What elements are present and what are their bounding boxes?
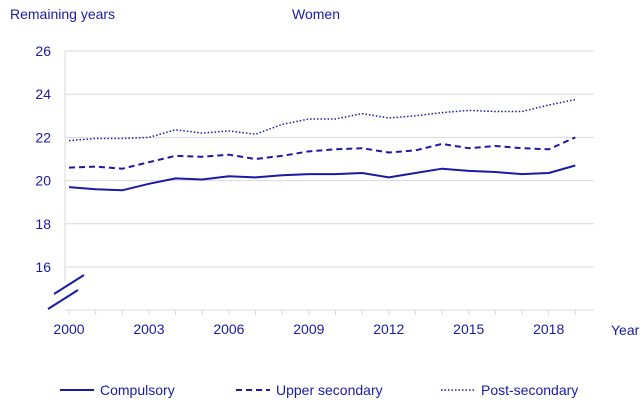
legend-label: Upper secondary (276, 382, 383, 398)
x-axis-label: Year (611, 322, 640, 338)
y-tick-label: 16 (35, 259, 51, 275)
axis-break-mark (47, 289, 79, 310)
legend-compulsory: Compulsory (60, 382, 175, 398)
x-tick-label: 2009 (293, 321, 324, 337)
series-line-dotted (68, 98, 576, 142)
x-tick-label: 2018 (533, 321, 564, 337)
legend-swatch-dashed (236, 389, 270, 391)
x-tick-label: 2003 (133, 321, 164, 337)
y-tick-label: 22 (35, 129, 51, 145)
x-tick-label: 2015 (453, 321, 484, 337)
x-tick-label: 2006 (213, 321, 244, 337)
legend-label: Post-secondary (481, 382, 579, 398)
x-tick-label: 2000 (53, 321, 84, 337)
y-axis-label: Remaining years (10, 6, 116, 22)
axis-break-mark (53, 274, 85, 295)
y-tick-label: 26 (35, 43, 51, 59)
y-tick-label: 18 (35, 216, 51, 232)
x-tick-label: 2012 (373, 321, 404, 337)
legend-post-secondary: Post-secondary (441, 382, 578, 398)
legend-swatch-dotted (441, 389, 475, 391)
chart-title: Women (292, 6, 340, 22)
y-tick-label: 24 (35, 86, 51, 102)
y-tick-label: 20 (35, 173, 51, 189)
legend-upper-secondary: Upper secondary (236, 382, 383, 398)
legend-label: Compulsory (100, 382, 175, 398)
legend-swatch-solid (60, 389, 94, 391)
series-line-solid (68, 164, 576, 192)
series-line-dashed (68, 136, 576, 170)
